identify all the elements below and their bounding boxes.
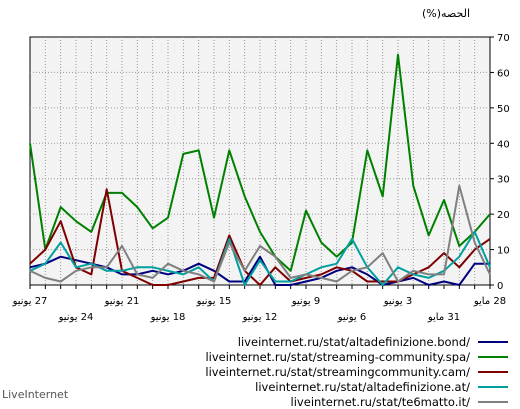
legend-swatch (478, 400, 508, 403)
legend-swatch (478, 370, 508, 373)
line-chart: الحصه(%) 0 10 20 30 40 50 60 70 28 مايو 31 مايو 3… (12, 7, 510, 323)
y-tick-label: 10 (497, 246, 510, 257)
legend-item-altadefinizione-bond: liveinternet.ru/stat/altadefinizione.bon… (68, 334, 508, 349)
legend-label[interactable]: liveinternet.ru/stat/te6matto.it/ (290, 394, 470, 409)
x-tick-label: 18 يونيو (150, 312, 186, 323)
x-axis-ticks: 28 مايو 31 مايو 3 يونيو 6 يونيو 9 يونيو 12 يو… (12, 285, 506, 323)
series-line-4 (29, 184, 491, 283)
series-line-3 (29, 230, 491, 286)
legend-item-te6matto-it: liveinternet.ru/stat/te6matto.it/ (68, 394, 508, 409)
x-tick-label: 31 مايو (427, 312, 460, 323)
legend-item-streaming-community-spa: liveinternet.ru/stat/streaming-community… (68, 349, 508, 364)
x-tick-label: 6 يونيو (337, 312, 366, 323)
legend-label[interactable]: liveinternet.ru/stat/streamingcommunity.… (205, 364, 470, 379)
y-tick-label: 70 (497, 33, 510, 44)
legend-item-streamingcommunity-cam: liveinternet.ru/stat/streamingcommunity.… (68, 364, 508, 379)
x-tick-label: 15 يونيو (196, 296, 232, 307)
y-tick-label: 60 (497, 68, 510, 79)
x-tick-label: 3 يونيو (383, 296, 412, 307)
legend: liveinternet.ru/stat/altadefinizione.bon… (68, 334, 508, 409)
legend-label[interactable]: liveinternet.ru/stat/altadefinizione.bon… (237, 334, 470, 349)
legend-swatch (478, 355, 508, 358)
grid (30, 37, 490, 285)
brand-label: LiveInternet (2, 388, 69, 401)
x-tick-label: 9 يونيو (291, 296, 320, 307)
x-tick-label: 27 يونيو (12, 296, 48, 307)
x-tick-label: 21 يونيو (104, 296, 140, 307)
y-tick-label: 30 (497, 175, 510, 186)
series-lines (29, 53, 491, 286)
legend-swatch (478, 340, 508, 343)
y-tick-label: 40 (497, 139, 510, 150)
x-tick-label: 24 يونيو (58, 312, 94, 323)
x-tick-label: 28 مايو (473, 296, 506, 307)
y-tick-label: 0 (497, 281, 503, 292)
x-tick-label: 12 يونيو (242, 312, 278, 323)
legend-label[interactable]: liveinternet.ru/stat/altadefinizione.at/ (255, 379, 470, 394)
legend-label[interactable]: liveinternet.ru/stat/streaming-community… (205, 349, 470, 364)
y-tick-label: 50 (497, 104, 510, 115)
legend-swatch (478, 385, 508, 388)
y-axis-label: الحصه(%) (422, 7, 470, 20)
y-axis-ticks: 0 10 20 30 40 50 60 70 (490, 33, 510, 292)
y-tick-label: 20 (497, 210, 510, 221)
legend-item-altadefinizione-at: liveinternet.ru/stat/altadefinizione.at/ (68, 379, 508, 394)
